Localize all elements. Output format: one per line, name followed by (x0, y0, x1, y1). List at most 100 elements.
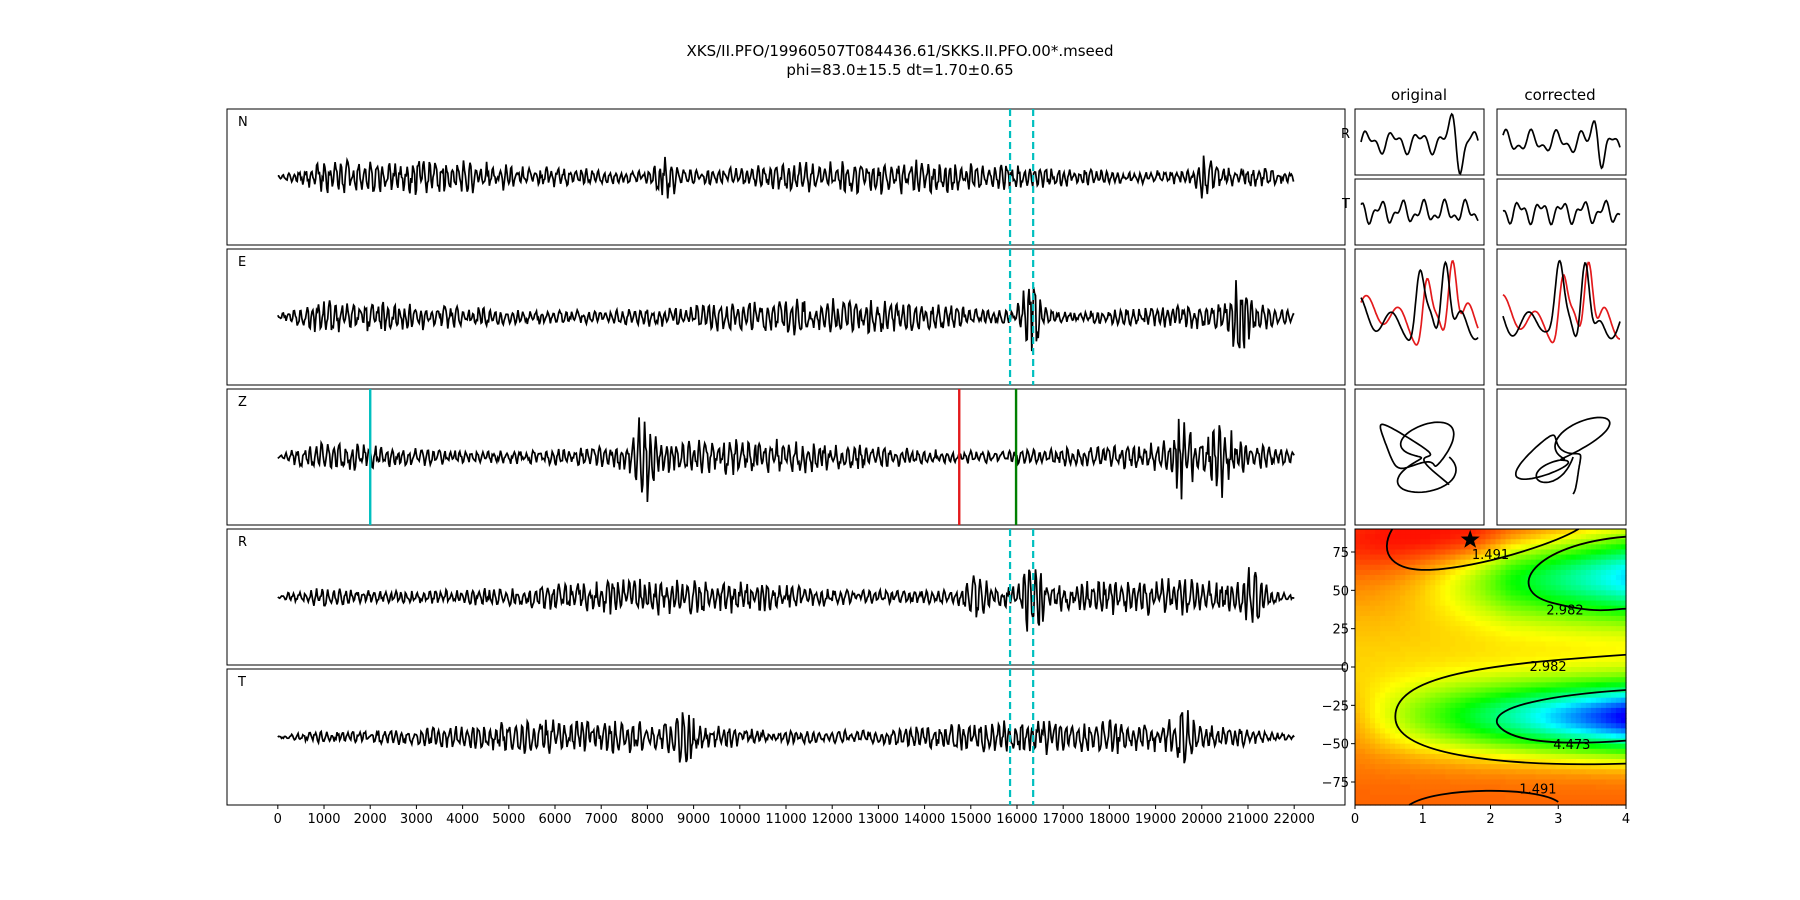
heatmap-cell (1580, 636, 1587, 643)
heatmap-cell (1600, 692, 1607, 699)
heatmap-cell (1540, 651, 1547, 658)
heatmap-cell (1530, 580, 1537, 586)
heatmap-cell (1585, 656, 1592, 663)
channel-label-z: Z (238, 395, 247, 410)
heatmap-cell (1370, 748, 1376, 755)
heatmap-cell (1445, 651, 1451, 658)
heatmap-cell (1395, 769, 1401, 775)
heatmap-cell (1470, 687, 1477, 694)
heatmap-cell (1390, 631, 1396, 637)
heatmap-cell (1575, 615, 1582, 622)
heatmap-cell (1615, 759, 1622, 765)
heatmap-cell (1405, 569, 1411, 576)
heatmap-cell (1440, 779, 1446, 786)
heatmap-cell (1380, 539, 1386, 545)
heatmap-cell (1385, 600, 1391, 607)
heatmap-cell (1505, 794, 1512, 801)
heatmap-cell (1570, 631, 1577, 637)
heatmap-cell (1355, 799, 1361, 806)
heatmap-cell (1410, 697, 1416, 704)
x-tick-label: 11000 (765, 812, 806, 827)
heatmap-cell (1370, 564, 1376, 571)
heatmap-cell (1475, 738, 1482, 745)
heatmap-cell (1375, 697, 1381, 704)
heatmap-cell (1610, 789, 1617, 796)
heatmap-cell (1525, 559, 1532, 566)
heatmap-cell (1480, 646, 1487, 653)
heatmap-cell (1585, 748, 1592, 755)
heatmap-cell (1515, 621, 1522, 627)
heatmap-cell (1535, 651, 1542, 658)
heatmap-cell (1385, 636, 1391, 643)
heatmap-cell (1415, 580, 1421, 586)
particle-motion-corrected (1514, 416, 1611, 495)
heatmap-cell (1580, 559, 1587, 566)
heatmap-cell (1545, 636, 1552, 643)
heatmap-cell (1510, 534, 1517, 540)
heatmap-cell (1400, 621, 1406, 627)
heatmap-cell (1395, 667, 1401, 673)
heatmap-cell (1390, 534, 1396, 540)
heatmap-cell (1355, 595, 1361, 602)
x-tick-label: 22000 (1274, 812, 1315, 827)
heatmap-cell (1505, 682, 1512, 689)
heatmap-cell (1590, 789, 1597, 796)
heatmap-cell (1570, 697, 1577, 704)
heatmap-cell (1555, 728, 1562, 735)
heatmap-cell (1395, 534, 1401, 540)
heatmap-cell (1495, 621, 1502, 627)
heatmap-cell (1610, 656, 1617, 663)
heatmap-cell (1360, 641, 1366, 648)
heatmap-cell (1420, 738, 1426, 745)
heatmap-cell (1450, 569, 1456, 576)
heatmap-cell (1410, 569, 1416, 576)
heatmap-cell (1590, 774, 1597, 781)
heatmap-cell (1415, 529, 1421, 535)
side-panel-frame (1496, 108, 1627, 176)
heatmap-cell (1580, 713, 1587, 719)
heatmap-cell (1560, 600, 1567, 607)
heatmap-cell (1545, 697, 1552, 704)
heatmap-cell (1420, 615, 1426, 622)
heatmap-cell (1545, 799, 1552, 806)
heatmap-cell (1510, 564, 1517, 571)
heatmap-cell (1380, 784, 1386, 791)
heatmap-cell (1525, 534, 1532, 540)
heatmap-cell (1430, 789, 1436, 796)
heatmap-cell (1365, 529, 1371, 535)
heatmap-cell (1575, 667, 1582, 673)
heatmap-cell (1545, 667, 1552, 673)
heatmap-cell (1415, 575, 1421, 581)
heatmap-cell (1500, 692, 1507, 699)
heatmap-cell (1600, 569, 1607, 576)
heatmap-cell (1455, 723, 1461, 729)
heatmap-cell (1380, 707, 1386, 714)
heatmap-cell (1465, 575, 1472, 581)
heatmap-cell (1375, 733, 1381, 740)
heatmap-cell (1580, 697, 1587, 704)
heatmap-cell (1465, 641, 1472, 648)
heatmap-cell (1530, 549, 1537, 556)
heatmap-cell (1360, 682, 1366, 689)
heatmap-cell (1455, 615, 1461, 622)
heatmap-cell (1385, 677, 1391, 683)
heatmap-cell (1380, 738, 1386, 745)
heatmap-cell (1595, 646, 1602, 653)
heatmap-cell (1570, 651, 1577, 658)
heatmap-cell (1495, 692, 1502, 699)
heatmap-cell (1595, 626, 1602, 632)
heatmap-cell (1535, 769, 1542, 775)
heatmap-cell (1375, 723, 1381, 729)
x-tick-label: 0 (274, 812, 282, 827)
heatmap-cell (1420, 544, 1426, 551)
heatmap-cell (1490, 733, 1497, 740)
heatmap-cell (1375, 661, 1381, 668)
heatmap-cell (1440, 799, 1446, 806)
heatmap-cell (1555, 799, 1562, 806)
heatmap-cell (1550, 559, 1557, 566)
heatmap-cell (1380, 569, 1386, 576)
heatmap-cell (1600, 590, 1607, 597)
heatmap-cell (1465, 549, 1472, 556)
heatmap-cell (1545, 534, 1552, 540)
heatmap-cell (1425, 595, 1431, 602)
